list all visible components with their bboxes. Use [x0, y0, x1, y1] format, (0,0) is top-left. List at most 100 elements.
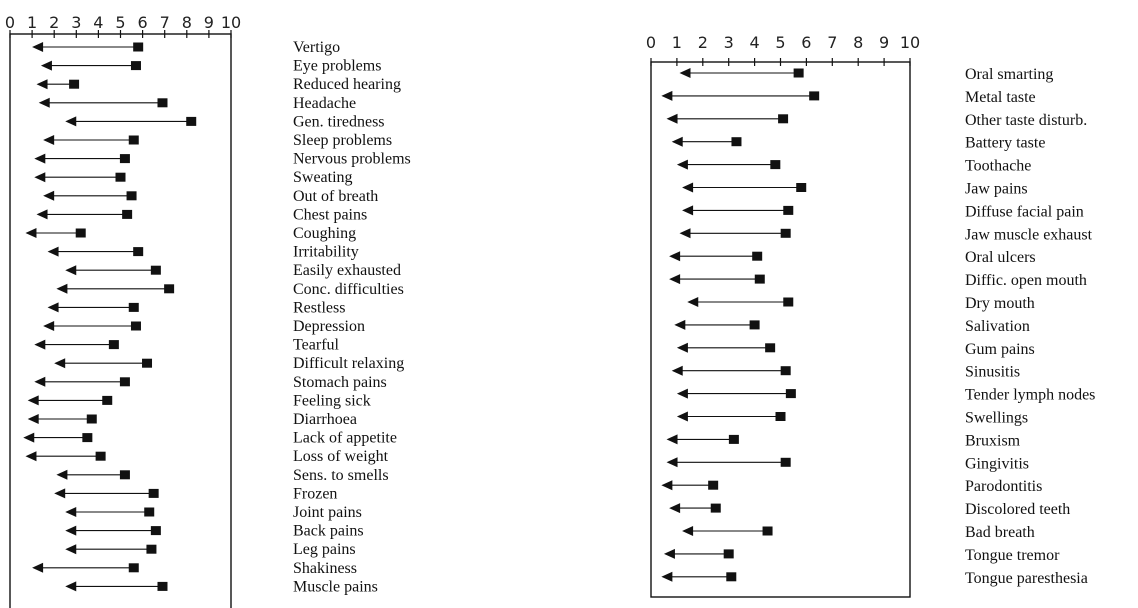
- start-marker: [133, 247, 144, 257]
- axis-tick-label: 8: [853, 33, 863, 52]
- axis-tick-label: 3: [71, 13, 81, 32]
- arrow-head: [679, 228, 691, 239]
- start-marker: [775, 412, 786, 421]
- row-label: Joint pains: [293, 504, 362, 521]
- axis-tick-label: 5: [115, 13, 125, 32]
- start-marker: [108, 340, 119, 350]
- arrow-head: [34, 376, 46, 387]
- row-label: Battery taste: [965, 135, 1045, 152]
- start-marker: [723, 549, 734, 559]
- axis-tick-label: 5: [775, 33, 785, 52]
- start-marker: [710, 503, 721, 513]
- start-marker: [115, 172, 126, 182]
- start-marker: [102, 395, 113, 405]
- start-marker: [122, 209, 133, 219]
- axis-tick-label: 10: [900, 33, 920, 52]
- row-label: Tearful: [293, 337, 340, 354]
- axis-tick-label: 4: [750, 33, 760, 52]
- row-label: Diffic. open mouth: [965, 272, 1087, 289]
- row-label: Jaw pains: [965, 181, 1028, 198]
- start-marker: [765, 343, 776, 353]
- row-label: Oral smarting: [965, 66, 1053, 83]
- arrow-head: [669, 274, 681, 285]
- row-label: Headache: [293, 95, 356, 112]
- row-label: Stomach pains: [293, 374, 387, 391]
- row-label: Muscle pains: [293, 578, 378, 595]
- row-label: Feeling sick: [293, 392, 371, 409]
- axis-tick-label: 3: [724, 33, 734, 52]
- row-label: Swellings: [965, 410, 1028, 427]
- arrow-head: [56, 469, 68, 480]
- axis-tick-label: 7: [827, 33, 837, 52]
- row-label: Irritability: [293, 244, 359, 261]
- start-marker: [785, 389, 796, 399]
- row-label: Discolored teeth: [965, 501, 1070, 518]
- arrow-head: [47, 302, 59, 313]
- start-marker: [126, 191, 137, 201]
- row-label: Out of breath: [293, 188, 378, 205]
- arrow-head: [682, 182, 694, 193]
- arrow-head: [676, 411, 688, 422]
- arrow-head: [65, 116, 77, 127]
- start-marker: [119, 154, 130, 164]
- start-marker: [780, 366, 791, 376]
- row-label: Conc. difficulties: [293, 281, 404, 298]
- arrow-head: [25, 451, 37, 462]
- row-label: Tender lymph nodes: [965, 387, 1095, 404]
- start-marker: [157, 98, 168, 108]
- row-label: Leg pains: [293, 541, 356, 558]
- row-label: Sinusitis: [965, 364, 1020, 381]
- axis-tick-label: 10: [221, 13, 241, 32]
- row-label: Shakiness: [293, 560, 357, 577]
- arrow-head: [34, 172, 46, 183]
- start-marker: [157, 581, 168, 591]
- arrow-head: [676, 342, 688, 353]
- arrow-head: [56, 283, 68, 294]
- start-marker: [133, 42, 144, 52]
- arrow-head: [676, 159, 688, 170]
- arrow-head: [65, 544, 77, 555]
- arrow-head: [27, 395, 39, 406]
- axis-tick-label: 0: [646, 33, 656, 52]
- arrow-head: [65, 581, 77, 592]
- row-label: Diarrhoea: [293, 411, 357, 428]
- row-label: Sleep problems: [293, 132, 392, 149]
- row-label: Back pains: [293, 523, 364, 540]
- plot-frame: [9, 33, 232, 608]
- start-marker: [128, 302, 139, 312]
- axis-tick-label: 4: [93, 13, 103, 32]
- arrow-head: [676, 388, 688, 399]
- arrow-head: [23, 432, 35, 443]
- start-marker: [778, 114, 789, 124]
- row-label: Lack of appetite: [293, 430, 397, 447]
- arrow-head: [666, 434, 678, 445]
- start-marker: [95, 451, 106, 461]
- axis-tick-label: 1: [27, 13, 37, 32]
- row-label: Restless: [293, 299, 345, 316]
- start-marker: [770, 160, 781, 170]
- start-marker: [728, 434, 739, 444]
- start-marker: [69, 79, 80, 89]
- row-label: Difficult relaxing: [293, 355, 404, 372]
- row-label: Metal taste: [965, 89, 1036, 106]
- arrow-head: [661, 480, 673, 491]
- arrow-head: [43, 321, 55, 331]
- start-marker: [186, 116, 197, 126]
- row-label: Vertigo: [293, 39, 340, 56]
- arrow-head: [661, 90, 673, 101]
- row-label: Tongue paresthesia: [965, 570, 1088, 587]
- start-marker: [128, 563, 139, 573]
- arrow-head: [671, 136, 683, 147]
- row-label: Other taste disturb.: [965, 112, 1087, 129]
- arrow-head: [54, 358, 66, 369]
- start-marker: [148, 488, 159, 498]
- arrow-head: [25, 228, 37, 238]
- row-label: Coughing: [293, 225, 356, 242]
- row-label: Toothache: [965, 158, 1031, 175]
- arrow-head: [65, 507, 77, 517]
- row-label: Gum pains: [965, 341, 1035, 358]
- axis-tick-label: 9: [879, 33, 889, 52]
- row-label: Bad breath: [965, 524, 1035, 541]
- axis-tick-label: 0: [5, 13, 15, 32]
